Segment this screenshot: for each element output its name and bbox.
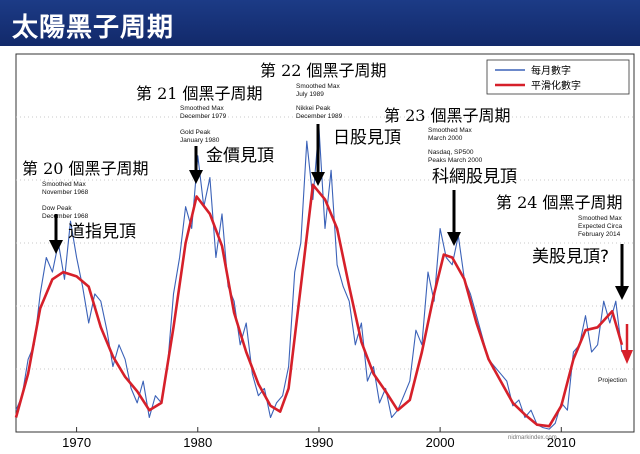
projection-arrowhead-icon <box>621 350 633 364</box>
cycle-22-annotation: 第 22 個黑子周期 Smoothed Max July 1989 Nikkei… <box>260 61 401 186</box>
cycle-21-note-3: Gold Peak <box>180 129 211 136</box>
cycle-20-event: 道指見頂 <box>68 222 136 242</box>
legend: 每月數字 平滑化數字 <box>486 59 630 95</box>
cycle-20-note-3: Dow Peak <box>42 205 72 212</box>
watermark: nidmarkindex.com <box>508 435 557 441</box>
cycle-24-annotation: 第 24 個黑子周期 Smoothed Max Expected Circa F… <box>496 193 633 384</box>
cycle-21-note-1: Smoothed Max <box>180 105 224 112</box>
cycle-24-note-3: February 2014 <box>578 231 621 238</box>
x-tick-label: 1990 <box>304 435 333 450</box>
gridlines <box>16 116 634 370</box>
cycle-22-note-4: December 1989 <box>296 113 343 120</box>
cycle-21-note-4: January 1980 <box>180 137 220 144</box>
x-tick-label: 2010 <box>547 435 576 450</box>
cycle-22-event: 日股見頂 <box>333 128 401 148</box>
cycle-20-note-1: Smoothed Max <box>42 181 86 188</box>
cycle-22-arrowhead-icon <box>311 172 325 186</box>
cycle-24-label: 第 24 個黑子周期 <box>496 193 623 212</box>
cycle-21-label: 第 21 個黑子周期 <box>136 84 263 103</box>
series-smoothed-line <box>14 183 624 428</box>
cycle-24-note-1: Smoothed Max <box>578 215 622 222</box>
cycle-23-note-1: Smoothed Max <box>428 127 472 134</box>
cycle-23-annotation: 第 23 個黑子周期 Smoothed Max March 2000 Nasda… <box>384 106 517 246</box>
cycle-20-arrowhead-icon <box>49 240 63 254</box>
cycle-23-arrowhead-icon <box>447 232 461 246</box>
x-tick-label: 1980 <box>183 435 212 450</box>
cycle-24-arrowhead-icon <box>615 286 629 300</box>
cycle-20-note-4: December 1968 <box>42 213 89 220</box>
legend-label-monthly: 每月數字 <box>531 64 571 77</box>
cycle-23-event: 科網股見頂 <box>432 167 517 187</box>
cycle-23-note-3: Nasdaq, SP500 <box>428 149 474 156</box>
cycle-23-label: 第 23 個黑子周期 <box>384 106 511 125</box>
cycle-23-note-4: Peaks March 2000 <box>428 157 483 164</box>
x-axis: 1970 1980 1990 2000 2010 <box>62 427 576 450</box>
legend-box <box>486 59 630 95</box>
x-tick-label: 2000 <box>426 435 455 450</box>
projection-label: Projection <box>598 377 627 384</box>
legend-label-smoothed: 平滑化數字 <box>531 79 581 92</box>
cycle-22-note-1: Smoothed Max <box>296 83 340 90</box>
page-title: 太陽黑子周期 <box>12 13 175 43</box>
cycle-21-arrowhead-icon <box>189 170 203 184</box>
cycle-20-label: 第 20 個黑子周期 <box>22 159 149 178</box>
cycle-24-event: 美股見頂? <box>532 247 609 267</box>
cycle-20-note-2: November 1968 <box>42 189 89 196</box>
cycle-21-event: 金價見頂 <box>206 146 274 166</box>
cycle-22-note-2: July 1989 <box>296 91 324 98</box>
cycle-22-label: 第 22 個黑子周期 <box>260 61 387 80</box>
cycle-21-note-2: December 1979 <box>180 113 227 120</box>
x-tick-label: 1970 <box>62 435 91 450</box>
cycle-22-note-3: Nikkei Peak <box>296 105 331 112</box>
header-bar: 太陽黑子周期 <box>0 0 640 46</box>
cycle-21-annotation: 第 21 個黑子周期 Smoothed Max December 1979 Go… <box>136 84 274 184</box>
cycle-24-note-2: Expected Circa <box>578 223 622 230</box>
sunspot-chart: 1970 1980 1990 2000 2010 每月數字 平滑化數字 第 20 個黑子… <box>14 53 635 450</box>
cycle-20-annotation: 第 20 個黑子周期 Smoothed Max November 1968 Do… <box>22 159 149 254</box>
cycle-23-note-2: March 2000 <box>428 135 463 142</box>
